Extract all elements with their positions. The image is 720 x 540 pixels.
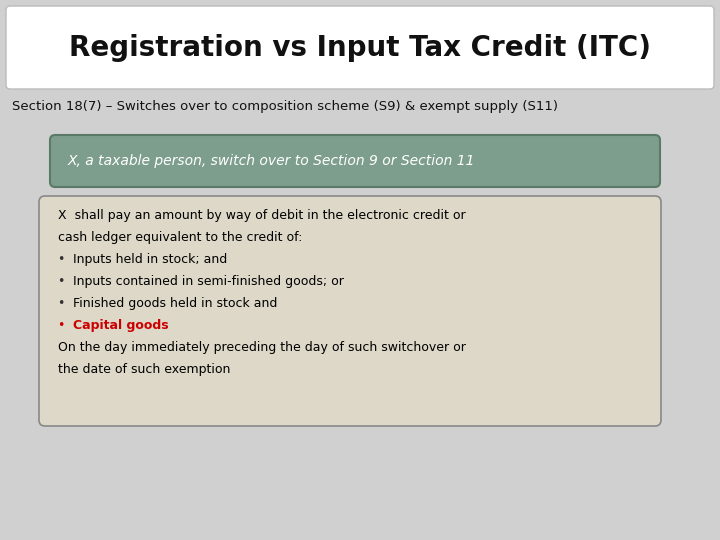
FancyBboxPatch shape — [50, 135, 660, 187]
Text: X  shall pay an amount by way of debit in the electronic credit or: X shall pay an amount by way of debit in… — [58, 208, 466, 221]
Text: Registration vs Input Tax Credit (ITC): Registration vs Input Tax Credit (ITC) — [69, 34, 651, 62]
Text: •: • — [57, 319, 64, 332]
FancyBboxPatch shape — [6, 6, 714, 89]
Text: •: • — [57, 274, 64, 287]
Text: On the day immediately preceding the day of such switchover or: On the day immediately preceding the day… — [58, 341, 466, 354]
Text: the date of such exemption: the date of such exemption — [58, 362, 230, 375]
Text: Inputs held in stock; and: Inputs held in stock; and — [73, 253, 228, 266]
Text: Inputs contained in semi-finished goods; or: Inputs contained in semi-finished goods;… — [73, 274, 344, 287]
Text: •: • — [57, 253, 64, 266]
Text: •: • — [57, 296, 64, 309]
Text: Finished goods held in stock and: Finished goods held in stock and — [73, 296, 277, 309]
Text: Section 18(7) – Switches over to composition scheme (S9) & exempt supply (S11): Section 18(7) – Switches over to composi… — [12, 100, 558, 113]
Text: cash ledger equivalent to the credit of:: cash ledger equivalent to the credit of: — [58, 231, 302, 244]
Text: Capital goods: Capital goods — [73, 319, 168, 332]
Text: X, a taxable person, switch over to Section 9 or Section 11: X, a taxable person, switch over to Sect… — [68, 154, 475, 168]
FancyBboxPatch shape — [39, 196, 661, 426]
